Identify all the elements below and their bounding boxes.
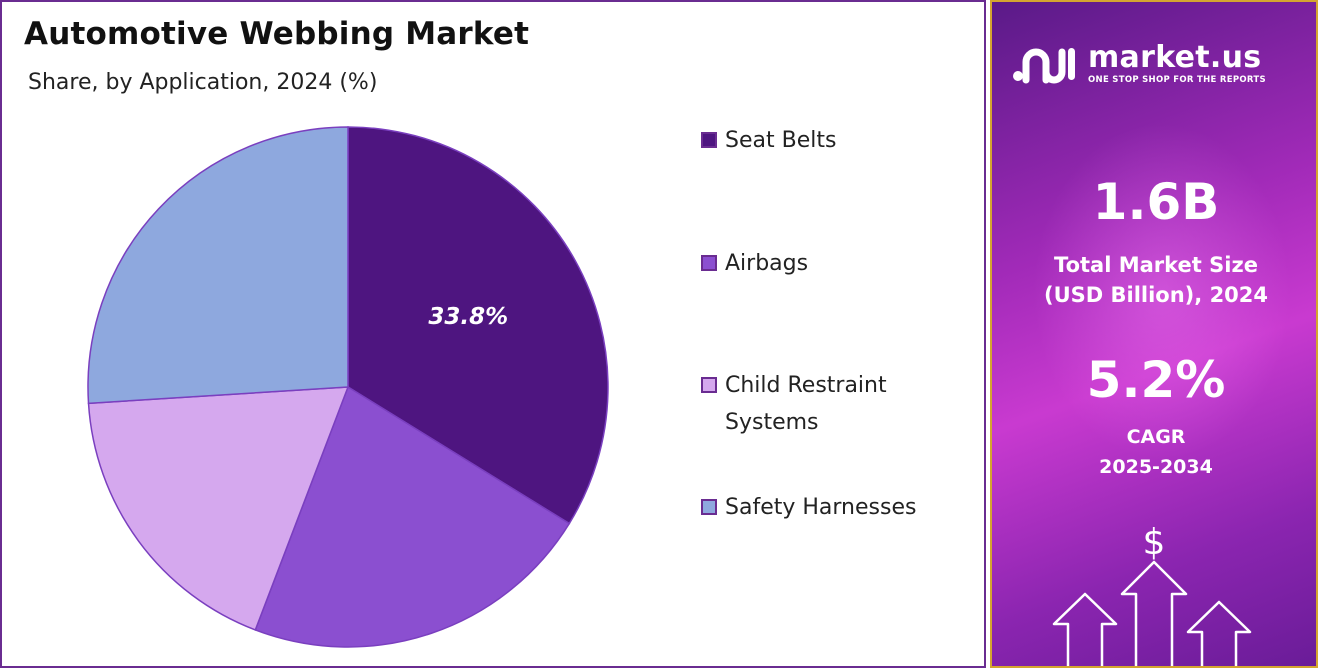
chart-panel: Automotive Webbing Market Share, by Appl… <box>0 0 986 668</box>
legend-swatch <box>701 255 717 271</box>
cagr-value: 5.2% <box>1086 351 1226 409</box>
legend-item-child-restraint-systems: Child Restraint Systems <box>701 371 965 441</box>
pie-chart: 33.8% <box>87 126 609 648</box>
legend-item-airbags: Airbags <box>701 249 965 282</box>
legend-swatch <box>701 132 717 148</box>
legend-label: Child Restraint Systems <box>725 373 887 435</box>
cagr-period-label: 2025-2034 <box>1099 456 1213 478</box>
market-size-stat: 1.6B Total Market Size (USD Billion), 20… <box>992 173 1316 310</box>
background-glow <box>1032 122 1292 462</box>
pie-slice-airbags <box>254 385 571 648</box>
legend-item-seat-belts: Seat Belts <box>701 126 965 159</box>
pie-slice-seat-belts <box>347 126 609 525</box>
brand-logo: market.us ONE STOP SHOP FOR THE REPORTS <box>1012 42 1266 86</box>
market-size-value: 1.6B <box>1092 173 1220 231</box>
info-panel: market.us ONE STOP SHOP FOR THE REPORTS … <box>990 0 1318 668</box>
data-label-seat-belts: 33.8% <box>428 304 508 330</box>
chart-title: Automotive Webbing Market <box>24 16 530 52</box>
market-size-label: Total Market Size <box>1054 253 1258 277</box>
dollar-symbol: $ <box>1143 522 1166 563</box>
cagr-label: CAGR <box>1126 426 1186 448</box>
market-us-logo-icon <box>1013 48 1075 84</box>
legend-swatch <box>701 499 717 515</box>
brand-tagline: ONE STOP SHOP FOR THE REPORTS <box>1088 75 1266 85</box>
chart-subtitle: Share, by Application, 2024 (%) <box>28 70 378 95</box>
legend-label: Seat Belts <box>725 128 837 153</box>
legend-label: Safety Harnesses <box>725 495 917 520</box>
pie-slice-child-restraint-systems <box>87 386 350 631</box>
brand-name: market.us <box>1088 40 1262 75</box>
growth-arrows-icon: $ <box>1052 522 1252 666</box>
pie-slice-safety-harnesses <box>87 126 349 405</box>
legend-item-safety-harnesses: Safety Harnesses <box>701 493 965 526</box>
market-size-unit-label: (USD Billion), 2024 <box>1043 283 1269 307</box>
legend-swatch <box>701 377 717 393</box>
legend-label: Airbags <box>725 251 809 276</box>
cagr-stat: 5.2% CAGR 2025-2034 <box>992 351 1316 482</box>
